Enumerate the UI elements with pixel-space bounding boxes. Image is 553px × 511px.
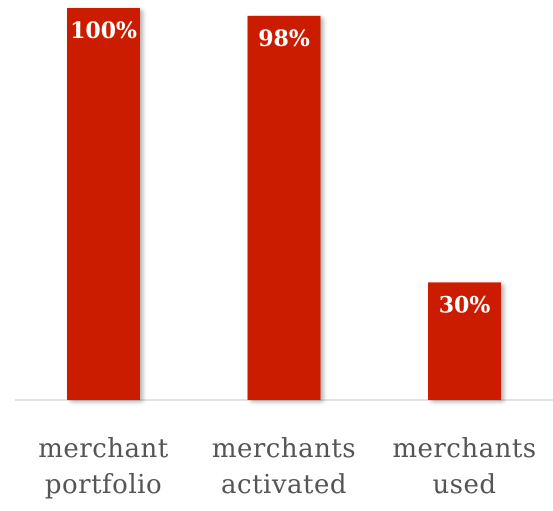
- value-label: 100%: [70, 18, 137, 44]
- bar: [247, 15, 321, 401]
- x-tick-label: merchants used: [392, 434, 537, 500]
- value-label: 30%: [439, 292, 491, 318]
- x-tick-label: merchants activated: [211, 434, 357, 500]
- bar: [67, 8, 140, 400]
- x-tick-label: merchant portfolio: [38, 434, 169, 500]
- value-label: 98%: [258, 26, 310, 52]
- bar: [428, 282, 501, 400]
